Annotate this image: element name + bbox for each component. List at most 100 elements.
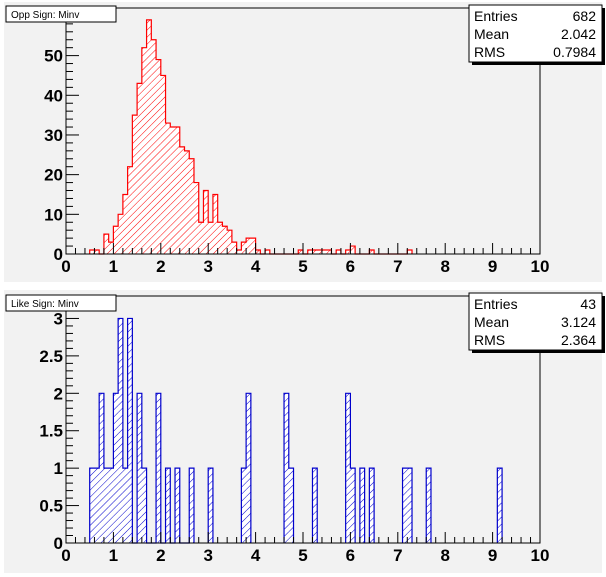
x-tick-label: 9 [488, 546, 497, 565]
x-tick-label: 4 [251, 546, 261, 565]
stat-mean-value: 2.042 [561, 26, 596, 42]
stat-rms-label: RMS [474, 332, 505, 348]
y-tick-label: 3 [54, 309, 63, 328]
x-tick-label: 1 [109, 257, 118, 276]
histogram-bar [298, 250, 303, 254]
histogram-bar [198, 222, 204, 254]
histogram-bar [189, 468, 194, 543]
histogram-bar [175, 127, 180, 254]
y-tick-label: 10 [44, 205, 63, 224]
x-tick-label: 4 [251, 257, 261, 276]
x-tick-label: 2 [156, 546, 165, 565]
histogram-bar [241, 468, 247, 543]
x-tick-label: 0 [61, 257, 70, 276]
stat-entries-value: 682 [573, 8, 597, 24]
histogram-bar [108, 242, 114, 254]
histogram-bar [212, 194, 218, 254]
histogram-bar [231, 242, 237, 254]
x-tick-label: 7 [393, 257, 402, 276]
histogram-bar [156, 59, 161, 255]
histogram-bar [113, 226, 119, 254]
histogram-bar [99, 393, 104, 543]
histogram-bar [160, 75, 166, 254]
histogram-bar [141, 47, 147, 255]
stat-mean-label: Mean [474, 314, 509, 330]
histogram-bar [255, 250, 261, 254]
title-box: Like Sign: Minv [5, 294, 117, 312]
histogram-bar [350, 246, 356, 254]
x-tick-label: 3 [203, 546, 212, 565]
axes: 0 1 2 3 4 5 6 7 8 9 10 0 0.5 1 1.5 2 2.5 3 [39, 295, 550, 565]
stat-mean-value: 3.124 [561, 314, 596, 330]
histogram-bars [89, 317, 503, 544]
histogram-bar [113, 393, 119, 543]
y-tick-label: 50 [44, 47, 63, 66]
histogram-bar [146, 19, 152, 254]
histogram-bar [321, 250, 327, 254]
histogram-bar [165, 468, 171, 543]
y-tick-label: 30 [44, 126, 63, 145]
y-tick-label: 20 [44, 166, 63, 185]
stat-rms-label: RMS [474, 44, 505, 60]
y-tick-label: 1.5 [39, 422, 63, 441]
histogram-bar [345, 393, 351, 543]
x-tick-label: 10 [531, 257, 550, 276]
x-tick-label: 6 [346, 546, 355, 565]
histogram-bar [208, 222, 213, 254]
histogram-bar [127, 166, 133, 254]
x-tick-label: 5 [298, 546, 307, 565]
histogram-bar [189, 158, 194, 254]
histogram-bar [369, 468, 375, 543]
x-tick-label: 6 [346, 257, 355, 276]
stat-entries-label: Entries [474, 8, 518, 24]
histogram-bar [288, 468, 294, 543]
histogram-bar [246, 393, 251, 543]
chart-title: Opp Sign: Minv [11, 10, 79, 21]
stat-rms-value: 0.7984 [553, 44, 596, 60]
stats-box: Entries 682 Mean 2.042 RMS 0.7984 [468, 4, 605, 65]
histogram-bar [103, 468, 109, 543]
like-sign-panel: 0 1 2 3 4 5 6 7 8 9 10 0 0.5 1 1.5 2 2.5 3 Like Sign: Min… [4, 290, 605, 573]
histogram-bar [118, 214, 123, 254]
histogram-bar [369, 250, 375, 254]
histogram-bar [307, 250, 313, 254]
histogram-bar [236, 250, 242, 254]
histogram-bar [426, 468, 431, 543]
histogram-bar [122, 468, 128, 543]
x-tick-label: 9 [488, 257, 497, 276]
histogram-bar [208, 468, 213, 543]
histogram-bar [127, 318, 133, 543]
histogram-bar [317, 250, 322, 254]
histogram-bar [402, 468, 408, 543]
histogram-bar [132, 115, 138, 255]
histogram-bar [141, 468, 147, 543]
histogram-bar [497, 468, 503, 543]
opp-sign-panel: 0123456789100102030405060 Opp Sign: Minv… [4, 2, 605, 282]
stat-rms-value: 2.364 [561, 332, 596, 348]
x-tick-label: 0 [61, 546, 70, 565]
x-tick-label: 7 [393, 546, 402, 565]
x-tick-label: 5 [298, 257, 307, 276]
y-tick-label: 1 [54, 459, 63, 478]
x-tick-label: 8 [440, 257, 449, 276]
histogram-bar [118, 318, 123, 543]
histogram-bar [103, 234, 109, 254]
histogram-bar [407, 250, 413, 254]
x-tick-label: 10 [531, 546, 550, 565]
histogram-bar [326, 250, 332, 254]
histogram-bar [94, 250, 100, 254]
histogram-bar [94, 468, 100, 543]
histogram-bar [108, 468, 114, 543]
x-tick-label: 2 [156, 257, 165, 276]
histogram-bar [312, 468, 318, 543]
title-box: Opp Sign: Minv [5, 5, 117, 23]
histogram-bar [89, 468, 95, 543]
y-tick-label: 0.5 [39, 497, 63, 516]
histogram-bar [175, 468, 180, 543]
y-tick-label: 2.5 [39, 347, 63, 366]
histogram-bar [184, 150, 190, 254]
histogram-bar [222, 226, 228, 254]
histogram-bar [89, 250, 95, 254]
histogram-bar [227, 230, 232, 254]
